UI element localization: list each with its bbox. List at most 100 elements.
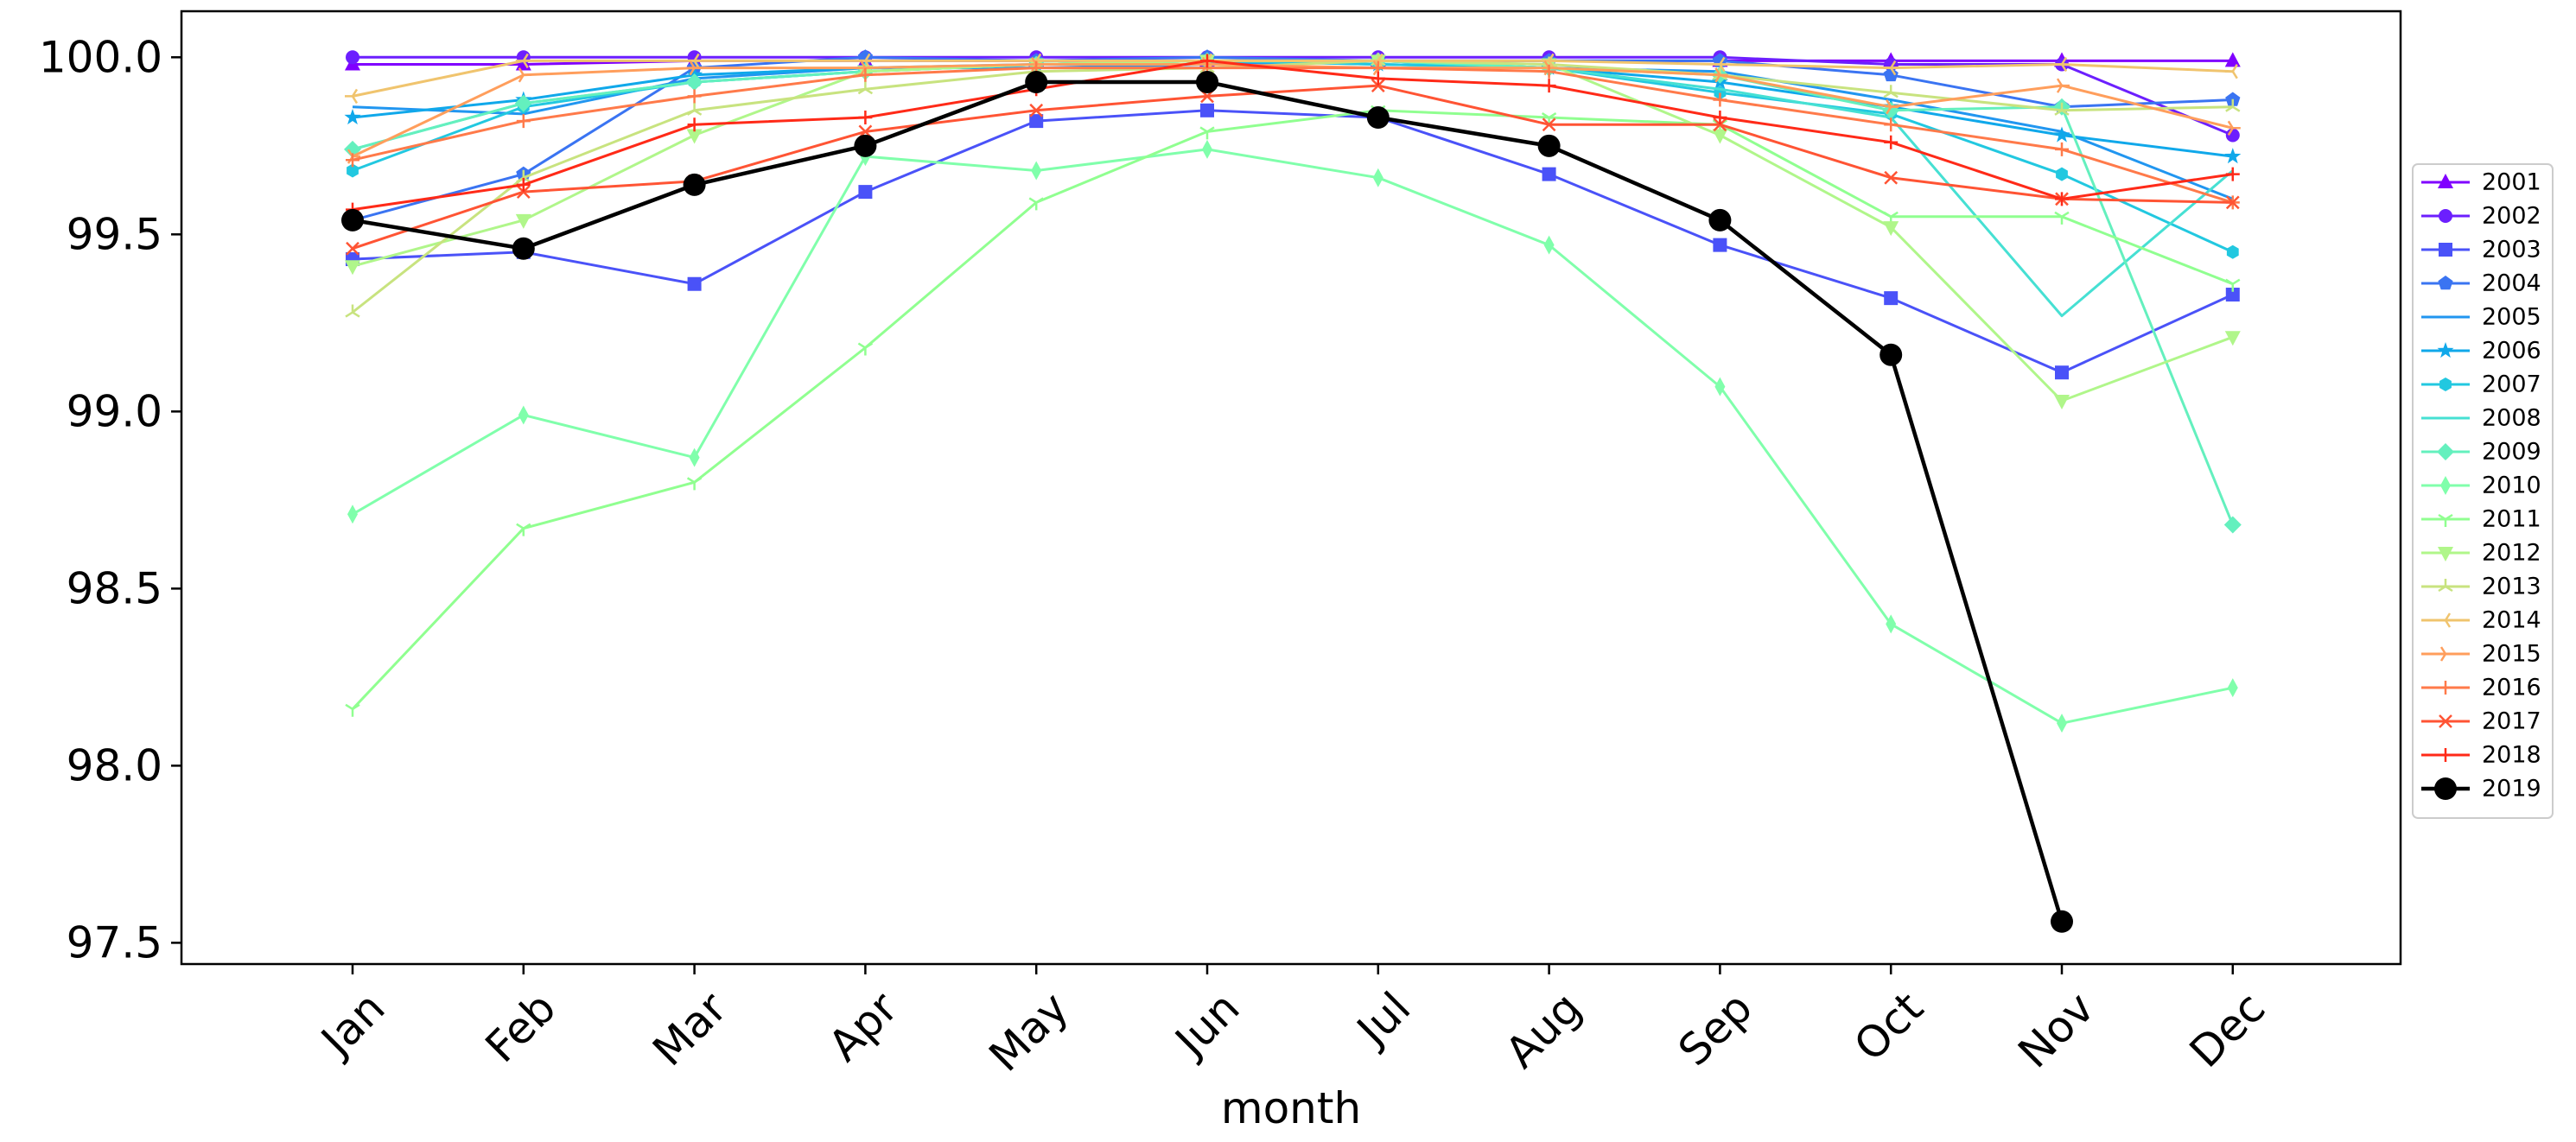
- legend-item-2018: 2018: [2421, 742, 2541, 769]
- point-2002-Jan: [346, 50, 359, 65]
- point-2016-Mar: [687, 89, 702, 104]
- point-2014-Dec: [2224, 64, 2238, 79]
- y-tick-label: 98.0: [67, 740, 162, 790]
- legend-item-2002: 2002: [2421, 203, 2541, 230]
- point-2016-Apr: [858, 67, 873, 82]
- point-2010-Feb: [518, 405, 529, 425]
- point-2003-Oct: [1884, 291, 1899, 306]
- series-2010: [347, 139, 2238, 733]
- series-line-2011: [351, 109, 2234, 710]
- point-2018-Nov: [2055, 192, 2069, 206]
- point-2016-Nov: [2055, 142, 2069, 156]
- point-2014-Jan: [345, 88, 359, 105]
- legend-marker: [2437, 342, 2454, 358]
- point-2012-Oct: [1883, 221, 1899, 237]
- series-2011: [345, 105, 2241, 717]
- legend-item-2017: 2017: [2421, 708, 2541, 735]
- point-2019-Apr: [854, 134, 877, 157]
- point-2006-Jan: [344, 109, 361, 125]
- legend-label: 2007: [2482, 371, 2541, 398]
- point-2004-Dec: [2225, 92, 2241, 106]
- series-2003: [346, 103, 2240, 380]
- legend-label: 2016: [2482, 675, 2541, 701]
- point-2003-Nov: [2055, 365, 2069, 380]
- point-2016-Feb: [516, 114, 531, 129]
- legend-marker: [2439, 377, 2452, 391]
- x-tick-label: Oct: [1845, 982, 1933, 1070]
- point-2001-Dec: [2224, 52, 2241, 67]
- series-2019: [341, 71, 2073, 933]
- point-2012-Feb: [515, 213, 531, 229]
- point-2014-Oct: [1883, 60, 1897, 76]
- point-2019-Nov: [2051, 910, 2073, 933]
- series-2018: [346, 54, 2240, 217]
- point-2011-Nov: [2054, 211, 2070, 225]
- legend-marker: [2439, 748, 2452, 762]
- point-2015-Dec: [2227, 120, 2241, 136]
- point-2018-Feb: [516, 177, 531, 192]
- point-2019-May: [1025, 71, 1048, 94]
- point-2010-Aug: [1543, 235, 1555, 255]
- legend-label: 2011: [2482, 506, 2541, 533]
- point-2019-Mar: [683, 173, 706, 196]
- x-axis: Jan Feb Mar Apr May Jun Jul Aug Sep Oct Nov Dec: [310, 964, 2274, 1082]
- point-2019-Feb: [512, 237, 535, 260]
- x-tick-label: Nov: [2008, 982, 2103, 1077]
- point-2003-Jun: [1200, 103, 1214, 117]
- y-tick-label: 99.5: [67, 209, 162, 259]
- legend-label: 2006: [2482, 338, 2541, 365]
- legend-marker: [2434, 777, 2457, 800]
- point-2019-Jul: [1366, 106, 1390, 130]
- legend-label: 2003: [2482, 237, 2541, 263]
- legend-item-2012: 2012: [2421, 540, 2541, 567]
- x-tick-label: Sep: [1669, 982, 1762, 1075]
- legend-item-2016: 2016: [2421, 675, 2541, 701]
- y-tick-label: 98.5: [67, 563, 162, 613]
- point-2015-Mar: [689, 60, 703, 76]
- point-2011-Dec: [2225, 278, 2241, 292]
- point-2007-Jan: [347, 163, 359, 178]
- y-axis: 97.5 98.0 98.5 99.0 99.5 100.0: [39, 32, 181, 968]
- point-2018-Sep: [1713, 111, 1727, 125]
- legend-label: 2015: [2482, 641, 2541, 668]
- x-tick-label: Apr: [819, 982, 907, 1070]
- legend-label: 2013: [2482, 574, 2541, 600]
- point-2019-Aug: [1537, 134, 1561, 157]
- point-2018-Mar: [687, 117, 702, 132]
- legend-label: 2008: [2482, 405, 2541, 432]
- legend-label: 2019: [2482, 776, 2541, 803]
- point-2018-Apr: [858, 111, 873, 125]
- legend-item-2013: 2013: [2421, 574, 2541, 600]
- legend-label: 2012: [2482, 540, 2541, 567]
- legend-label: 2014: [2482, 607, 2541, 634]
- point-2009-Feb: [514, 94, 532, 112]
- legend-item-2019: 2019: [2421, 776, 2541, 803]
- point-2013-Apr: [857, 81, 874, 95]
- x-tick-label: Aug: [1496, 982, 1591, 1077]
- point-2018-Aug: [1542, 79, 1556, 93]
- legend-label: 2018: [2482, 742, 2541, 769]
- legend: 2001 2002 2003 2004 2005 2006 2007 2008 2009 2010…: [2412, 163, 2554, 819]
- point-2017-May: [1029, 103, 1044, 117]
- series-line-2010: [352, 148, 2234, 725]
- point-2010-Mar: [689, 447, 700, 467]
- point-2010-Jun: [1202, 139, 1212, 159]
- point-2015-Sep: [1714, 67, 1728, 83]
- point-2010-Oct: [1886, 614, 1897, 634]
- point-2018-Oct: [1884, 135, 1899, 149]
- series-2005: [352, 59, 2234, 200]
- series-line-2017: [352, 84, 2233, 251]
- point-2012-Nov: [2054, 395, 2070, 410]
- point-2016-Jan: [346, 153, 359, 168]
- legend-item-2007: 2007: [2421, 371, 2541, 398]
- series-line-2005: [352, 59, 2234, 200]
- series-layer: [341, 49, 2242, 933]
- point-2017-Sep: [1713, 117, 1727, 132]
- series-line-2004: [352, 55, 2233, 222]
- point-2007-Dec: [2226, 244, 2239, 259]
- point-2014-Nov: [2054, 56, 2068, 73]
- legend-item-2009: 2009: [2421, 439, 2541, 466]
- y-tick-label: 99.0: [67, 386, 162, 436]
- y-tick-label: 100.0: [39, 32, 162, 82]
